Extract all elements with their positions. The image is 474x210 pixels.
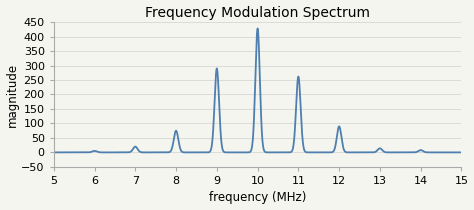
Title: Frequency Modulation Spectrum: Frequency Modulation Spectrum [145, 5, 370, 20]
X-axis label: frequency (MHz): frequency (MHz) [209, 192, 306, 205]
Y-axis label: magnitude: magnitude [6, 62, 18, 127]
